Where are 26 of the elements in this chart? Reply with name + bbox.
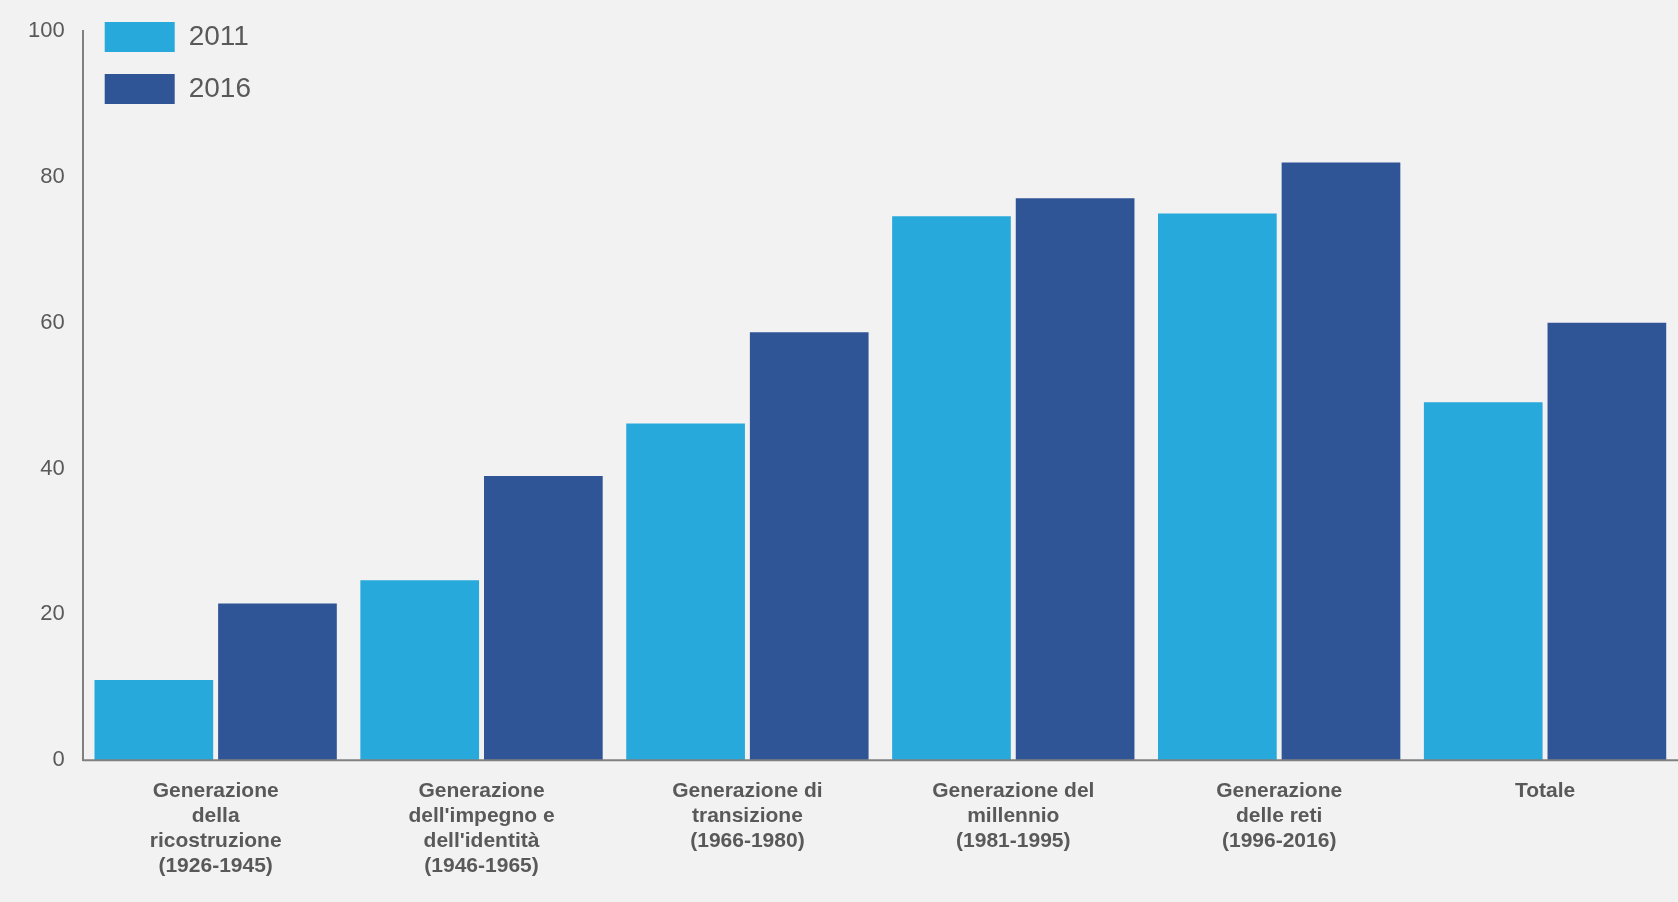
y-tick-label: 80 — [40, 163, 65, 189]
bar — [218, 603, 337, 761]
x-tick-label: Generazione delle reti (1996-2016) — [1216, 777, 1343, 851]
y-tick-label: 20 — [40, 600, 65, 626]
bar — [1015, 198, 1135, 761]
y-tick-label: 100 — [27, 17, 65, 43]
x-tick-label: Generazione della ricostruzione (1926-1945) — [149, 777, 282, 877]
bar — [1158, 213, 1277, 761]
bar — [1281, 162, 1401, 761]
x-tick-label: Generazione dell'impegno e dell'identità (1946-1965) — [408, 777, 555, 877]
y-tick-label: 0 — [52, 746, 65, 772]
x-tick-label: Generazione del millennio (1981-1995) — [932, 777, 1095, 851]
bar — [1423, 402, 1543, 761]
legend-label: 2011 — [188, 19, 249, 51]
bar — [626, 423, 745, 761]
x-tick-label: Totale — [1514, 777, 1576, 801]
legend-label: 2016 — [188, 71, 251, 103]
bar — [484, 475, 603, 761]
bar — [94, 680, 214, 761]
bar — [892, 216, 1011, 761]
bar — [749, 332, 869, 761]
y-tick-label: 40 — [40, 454, 65, 480]
bar — [360, 580, 480, 761]
y-tick-label: 60 — [40, 308, 65, 334]
bar — [1547, 322, 1667, 761]
x-tick-label: Generazione di transizione (1966-1980) — [672, 777, 823, 851]
